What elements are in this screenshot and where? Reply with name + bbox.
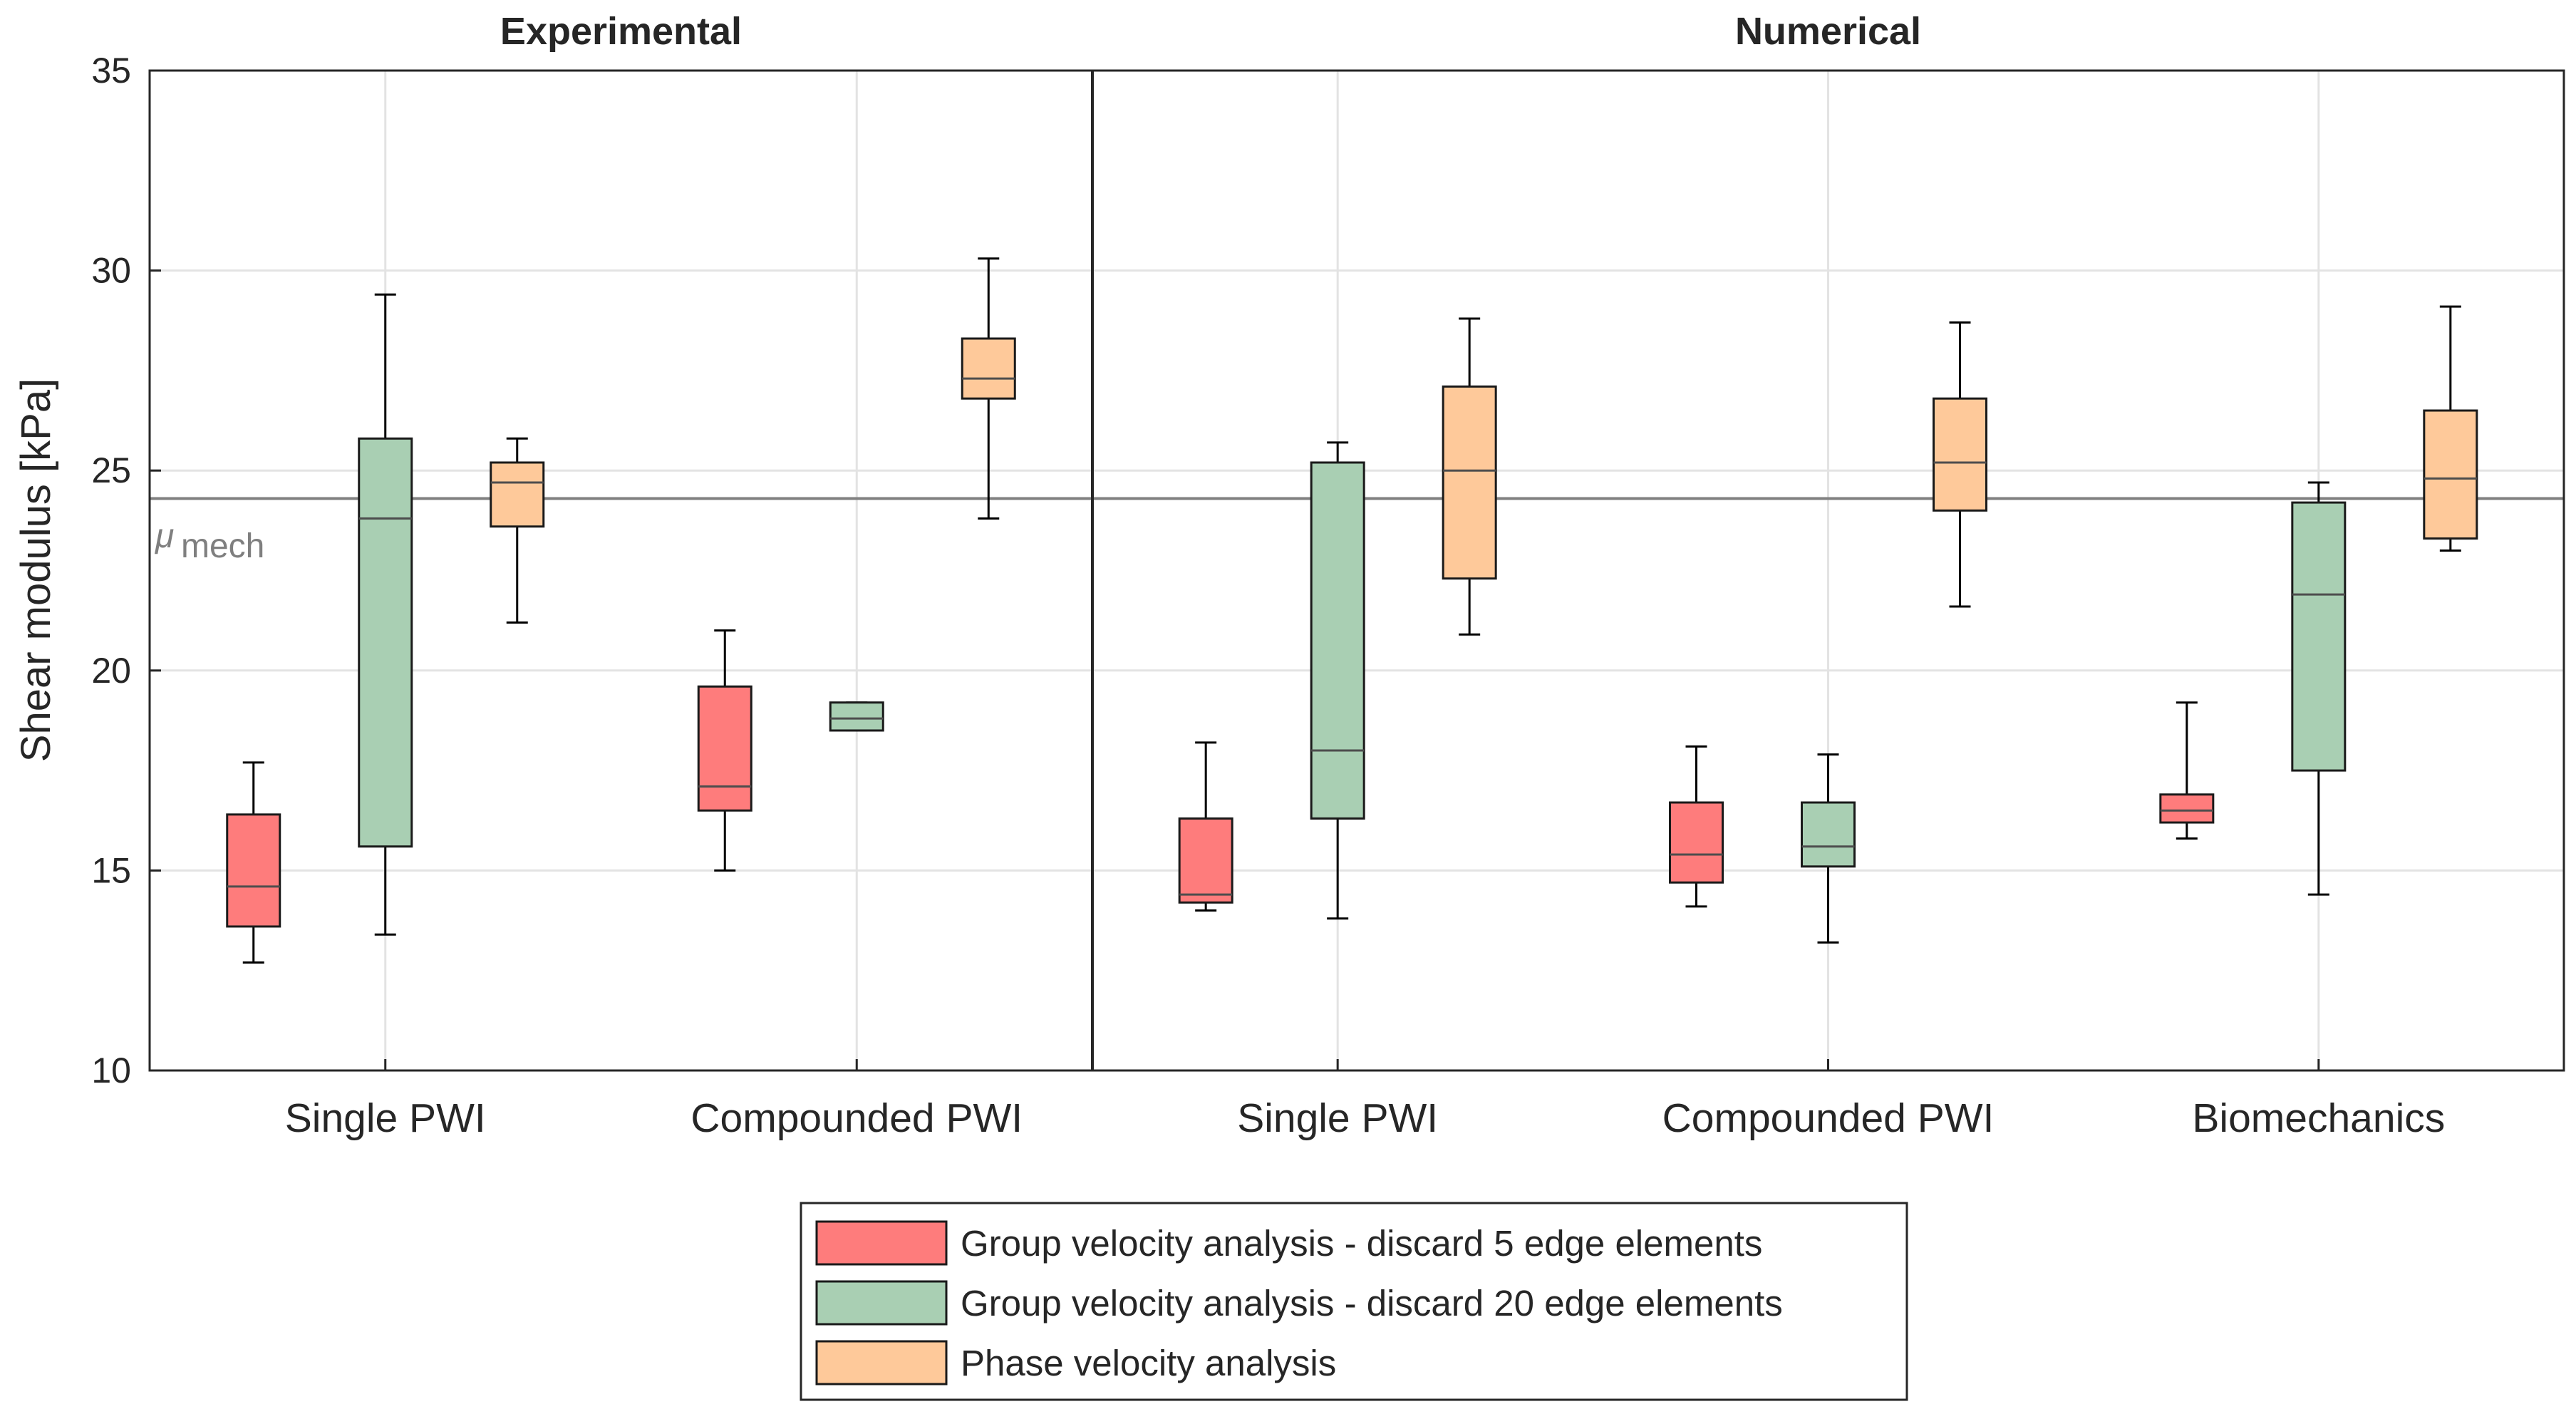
box-iqr xyxy=(1933,397,1987,512)
box-compounded-pwi-series-0 xyxy=(1669,745,1724,908)
legend-entry-label: Group velocity analysis - discard 20 edg… xyxy=(961,1283,1783,1323)
x-group-label: Compounded PWI xyxy=(690,1095,1023,1141)
box-compounded-pwi-series-1 xyxy=(829,701,884,732)
box-single-pwi-series-1 xyxy=(358,293,413,936)
y-tick-label: 10 xyxy=(91,1051,131,1090)
x-group-label: Single PWI xyxy=(1237,1095,1438,1141)
mu-mech-label: μ xyxy=(154,517,174,555)
x-group-label: Biomechanics xyxy=(2192,1095,2445,1141)
box-single-pwi-series-2 xyxy=(490,437,545,624)
box-iqr xyxy=(1178,817,1233,904)
box-single-pwi-series-0 xyxy=(1178,741,1233,912)
box-iqr xyxy=(829,701,884,732)
legend-swatch xyxy=(815,1280,948,1326)
box-iqr xyxy=(2291,501,2347,772)
x-group-label: Single PWI xyxy=(285,1095,486,1141)
x-group-label: Compounded PWI xyxy=(1662,1095,1995,1141)
panel-title: Numerical xyxy=(1735,10,1921,53)
legend-entry-label: Group velocity analysis - discard 5 edge… xyxy=(961,1223,1762,1264)
box-iqr xyxy=(2159,793,2215,824)
legend-swatch xyxy=(815,1220,948,1266)
box-iqr xyxy=(961,337,1016,400)
box-iqr xyxy=(697,685,752,812)
y-tick-label: 25 xyxy=(91,450,131,490)
box-single-pwi-series-0 xyxy=(226,761,281,964)
y-axis-title: Shear modulus [kPa] xyxy=(13,378,59,762)
box-iqr xyxy=(2423,409,2478,540)
box-single-pwi-series-2 xyxy=(1442,317,1497,636)
boxes-layer xyxy=(226,257,2478,964)
box-biomechanics-series-2 xyxy=(2423,305,2478,552)
axes-layer xyxy=(148,69,2565,1072)
box-iqr xyxy=(1801,801,1856,868)
box-iqr xyxy=(1310,461,1365,820)
y-tick-label: 15 xyxy=(91,850,131,890)
box-compounded-pwi-series-1 xyxy=(1801,753,1856,944)
box-iqr xyxy=(1442,385,1497,580)
text-layer: 10 15 20 25 30 35 Experimental Single PWI Compou… xyxy=(13,10,2445,1141)
box-iqr xyxy=(226,813,281,928)
legend-entry-label: Phase velocity analysis xyxy=(961,1343,1336,1383)
legend-swatch xyxy=(815,1340,948,1386)
box-compounded-pwi-series-2 xyxy=(1933,321,1987,608)
panel-title: Experimental xyxy=(500,10,742,53)
plot-frame xyxy=(148,69,2565,1072)
box-single-pwi-series-1 xyxy=(1310,441,1365,920)
box-compounded-pwi-series-2 xyxy=(961,257,1016,520)
box-iqr xyxy=(358,437,413,848)
mu-mech-subscript: mech xyxy=(181,527,264,565)
box-iqr xyxy=(490,461,545,528)
y-tick-label: 35 xyxy=(91,51,131,91)
legend-frame xyxy=(800,1202,1908,1401)
y-tick-label: 20 xyxy=(91,651,131,691)
y-tick-label: 30 xyxy=(91,251,131,291)
box-biomechanics-series-1 xyxy=(2291,481,2347,896)
box-iqr xyxy=(1669,801,1724,884)
box-compounded-pwi-series-0 xyxy=(697,629,752,872)
box-biomechanics-series-0 xyxy=(2159,701,2215,840)
legend: Group velocity analysis - discard 5 edge… xyxy=(800,1202,1908,1401)
